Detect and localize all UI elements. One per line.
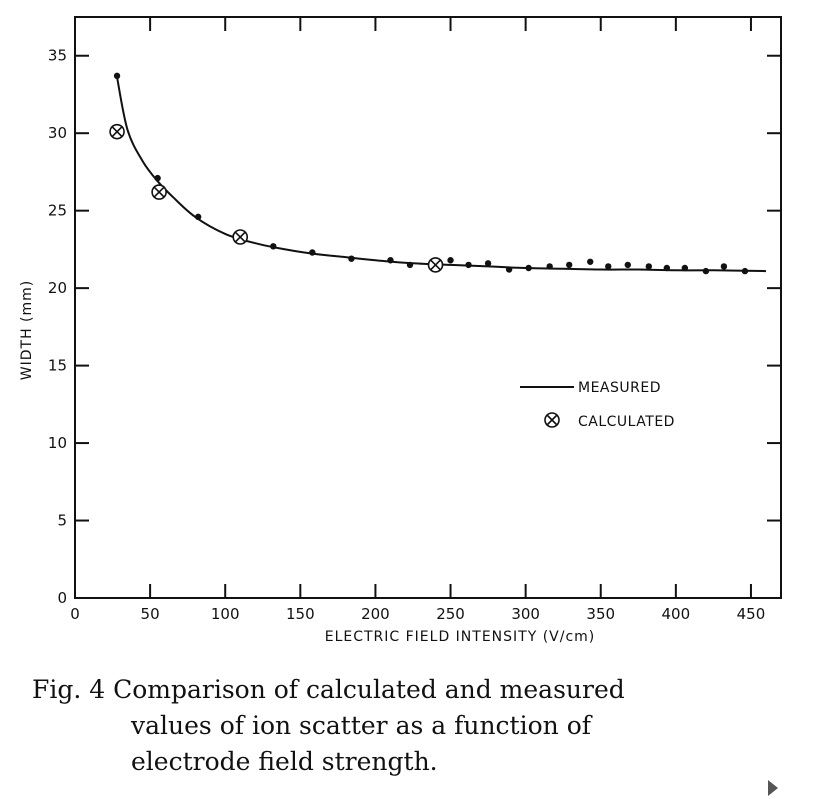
measured-point	[194, 213, 202, 221]
legend-measured-label: MEASURED	[578, 380, 661, 396]
caption-line-2: values of ion scatter as a function of	[131, 711, 591, 740]
calculated-points	[109, 123, 444, 273]
measured-point	[525, 264, 532, 272]
measured-point	[505, 266, 513, 273]
x-tick-label: 100	[211, 605, 240, 623]
measured-point	[348, 255, 355, 262]
measured-point	[741, 267, 749, 275]
measured-point	[387, 257, 394, 264]
measured-point	[624, 261, 631, 269]
measured-point	[484, 260, 492, 267]
chart: 0 50 100 150 200 250 300 350 400 450 0 5 10 15 20 25 30 3…	[19, 16, 782, 645]
measured-point	[309, 249, 316, 256]
measured-point	[702, 267, 710, 275]
measured-point	[465, 261, 472, 269]
figure-caption: Fig. 4 Comparison of calculated and meas…	[32, 672, 812, 780]
x-tick-label: 250	[436, 605, 465, 623]
x-tick-label: 200	[361, 605, 390, 623]
calculated-point	[427, 257, 444, 273]
caption-line-1: Fig. 4 Comparison of calculated and meas…	[32, 675, 625, 704]
x-tick-label: 50	[141, 605, 160, 623]
measured-point	[566, 261, 573, 269]
legend: MEASURED CALCULATED	[520, 380, 675, 430]
y-tick-label: 35	[48, 47, 67, 65]
y-tick-label: 30	[48, 124, 67, 142]
y-axis-title: WIDTH (mm)	[19, 280, 35, 380]
page-corner-mark	[768, 780, 778, 796]
measured-point	[113, 72, 121, 80]
calculated-point	[151, 184, 167, 200]
plot-area	[74, 16, 782, 599]
measured-point	[720, 263, 728, 270]
y-tick-label: 10	[48, 434, 67, 452]
measured-point	[605, 263, 612, 270]
x-tick-label: 150	[286, 605, 315, 623]
measured-point	[546, 263, 553, 270]
calculated-point	[232, 229, 249, 245]
measured-point	[447, 257, 454, 264]
legend-calculated-marker	[544, 412, 560, 428]
x-tick-label: 450	[737, 605, 766, 623]
measured-point	[270, 243, 277, 250]
caption-line-3: electrode field strength.	[131, 747, 438, 776]
measured-point	[154, 174, 161, 182]
y-tick-label: 20	[48, 279, 67, 297]
measured-point	[587, 258, 594, 265]
x-axis-title: ELECTRIC FIELD INTENSITY (V/cm)	[325, 629, 596, 645]
tick-labels: 0 50 100 150 200 250 300 350 400 450 0 5 10 15 20 25 30 3…	[48, 47, 765, 623]
legend-calculated-label: CALCULATED	[578, 414, 675, 430]
measured-curve	[116, 77, 767, 273]
y-tick-label: 0	[57, 589, 67, 607]
y-tick-label: 15	[48, 357, 67, 375]
calculated-point	[109, 123, 125, 140]
measured-point	[663, 264, 671, 272]
x-tick-label: 350	[586, 605, 615, 623]
axis-ticks	[74, 17, 781, 599]
plot-frame	[74, 16, 782, 599]
y-tick-label: 25	[48, 202, 67, 220]
x-tick-label: 300	[511, 605, 540, 623]
y-tick-label: 5	[57, 512, 67, 530]
measured-point	[681, 264, 689, 272]
x-tick-label: 0	[70, 605, 80, 623]
x-tick-label: 400	[662, 605, 691, 623]
measured-points	[113, 72, 749, 275]
measured-point	[645, 263, 653, 270]
measured-point	[406, 261, 414, 269]
